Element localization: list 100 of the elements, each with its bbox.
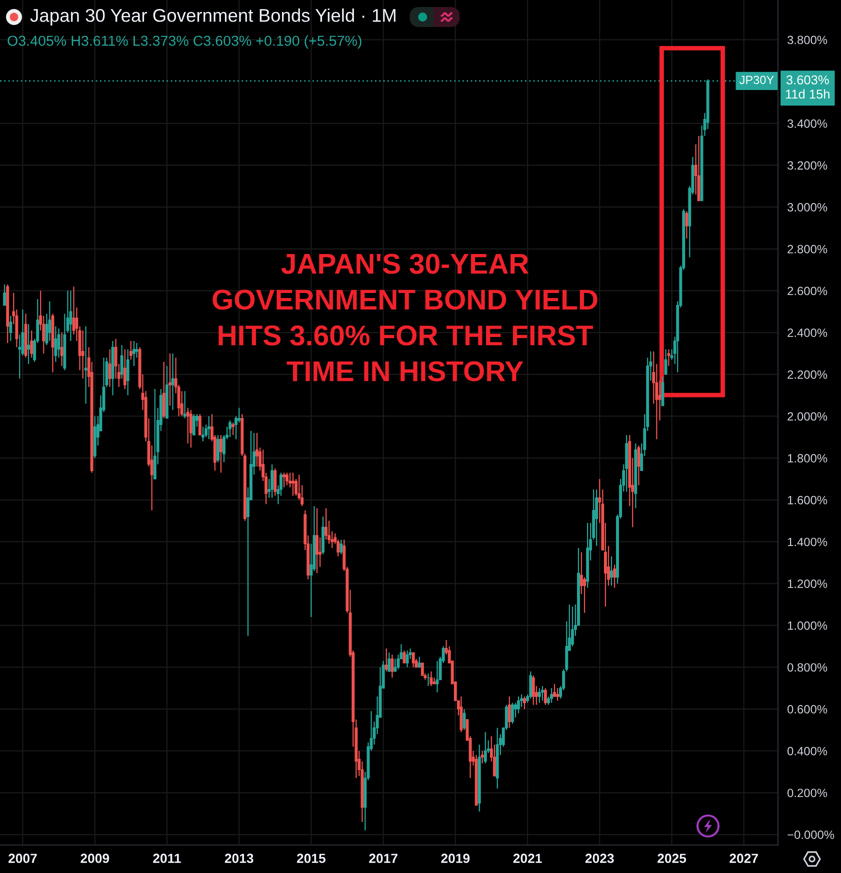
- y-tick-label: 2.400%: [788, 328, 828, 338]
- candlestick: [540, 685, 544, 702]
- candlestick: [120, 344, 124, 380]
- candlestick: [412, 652, 415, 668]
- candlestick: [168, 352, 172, 406]
- y-tick-label: 2.800%: [788, 244, 828, 254]
- candlestick: [613, 564, 616, 588]
- x-tick-label: 2011: [153, 854, 181, 864]
- candlestick: [286, 472, 288, 486]
- candlestick: [529, 670, 532, 700]
- y-tick-label: 3.000%: [787, 203, 828, 212]
- candlestick: [9, 315, 12, 342]
- candlestick: [637, 444, 640, 486]
- ref-line-label: JP30Y: [740, 76, 774, 84]
- candlestick: [685, 210, 688, 239]
- y-tick-label: 2.600%: [788, 286, 828, 296]
- candlestick: [583, 576, 586, 614]
- y-tick-label: 1.400%: [788, 538, 828, 546]
- candlestick: [550, 688, 554, 704]
- candlestick: [132, 340, 136, 367]
- candlestick: [553, 683, 556, 698]
- candlestick: [430, 670, 433, 687]
- candlestick: [238, 407, 241, 424]
- candlestick: [255, 432, 258, 467]
- candlestick: [228, 420, 232, 438]
- candlestick: [274, 468, 277, 496]
- x-tick-label: 2025: [658, 854, 686, 864]
- y-tick-label: 2.200%: [788, 370, 828, 379]
- candlestick: [406, 650, 409, 668]
- candlestick: [186, 407, 190, 444]
- candlestick: [388, 652, 391, 672]
- x-tick-label: 2019: [441, 854, 470, 864]
- y-tick-label: 3.200%: [787, 161, 828, 170]
- y-tick-label: 3.800%: [787, 36, 828, 44]
- candlestick: [484, 732, 487, 764]
- y-tick-label: 0.200%: [787, 788, 828, 798]
- candlestick: [30, 330, 34, 358]
- candlestick: [153, 388, 156, 480]
- y-tick-label: 0.800%: [787, 663, 828, 672]
- x-tick-label: 2009: [80, 854, 110, 864]
- annotation: JAPAN'S 30-YEAR GOVERNMENT BOND YIELD HITS 3.60% FOR THE FIRST TIME IN HISTORY: [212, 254, 598, 382]
- candlestick: [556, 688, 560, 702]
- candlestick: [516, 696, 520, 714]
- candlestick: [538, 688, 541, 704]
- candlestick: [324, 508, 328, 540]
- candlestick: [340, 539, 343, 555]
- candlestick: [292, 472, 294, 496]
- candlestick: [192, 414, 196, 436]
- candlestick: [18, 334, 22, 380]
- candlestick: [123, 348, 126, 390]
- y-tick-label: 0.600%: [787, 705, 828, 714]
- candlestick: [288, 472, 292, 488]
- candlestick: [316, 508, 318, 574]
- candlestick: [69, 290, 72, 342]
- candlestick: [390, 654, 394, 678]
- candlestick: [420, 662, 424, 676]
- candlestick: [436, 660, 439, 693]
- candlestick: [418, 656, 421, 668]
- x-tick-label: 2013: [224, 854, 254, 864]
- candlestick: [460, 696, 463, 733]
- x-tick-label: 2015: [296, 854, 326, 864]
- x-tick-label: 2027: [730, 854, 758, 864]
- candlestick: [661, 376, 664, 406]
- candlestick: [514, 702, 517, 718]
- chart-title: Japan 30 Year Government Bonds Yield · 1M: [30, 8, 396, 26]
- candlestick: [162, 361, 166, 419]
- candlestick: [610, 556, 613, 586]
- candlestick: [54, 326, 58, 362]
- y-tick-label: 3.400%: [787, 119, 828, 128]
- candlestick: [198, 414, 202, 436]
- candlestick: [667, 348, 670, 367]
- text: O3.405% H3.611% L3.373% C3.603% +0.190 (+5.57%): [8, 35, 362, 49]
- candlestick: [207, 416, 210, 440]
- candlestick: [126, 348, 130, 396]
- y-tick-label: 1.800%: [788, 454, 828, 463]
- candlestick: [129, 340, 132, 360]
- y-tick-label: 1.200%: [788, 580, 828, 588]
- candlestick: [216, 434, 220, 463]
- candlestick: [532, 675, 535, 706]
- candlestick: [48, 300, 52, 342]
- candlestick: [81, 330, 84, 380]
- candlestick: [595, 488, 598, 546]
- x-tick-label: 2017: [369, 854, 398, 864]
- candlestick: [282, 472, 286, 488]
- x-tick-label: 2007: [8, 854, 37, 864]
- candlestick: [394, 658, 397, 672]
- candlestick: [219, 434, 222, 474]
- y-tick-label: 2.000%: [788, 412, 828, 421]
- y-tick-label: 0.400%: [787, 746, 828, 756]
- x-tick-label: 2023: [585, 854, 614, 864]
- candlestick: [3, 284, 6, 306]
- candlestick: [270, 464, 274, 498]
- candlestick: [27, 324, 30, 364]
- candlestick: [318, 536, 322, 568]
- candlestick: [523, 696, 526, 710]
- y-tick-label: 1.600%: [788, 496, 828, 504]
- candlestick: [189, 409, 192, 448]
- text: 3.603% 11d 15h: [786, 75, 830, 99]
- y-tick-label: 1.000%: [788, 621, 828, 630]
- candlestick: [480, 750, 484, 764]
